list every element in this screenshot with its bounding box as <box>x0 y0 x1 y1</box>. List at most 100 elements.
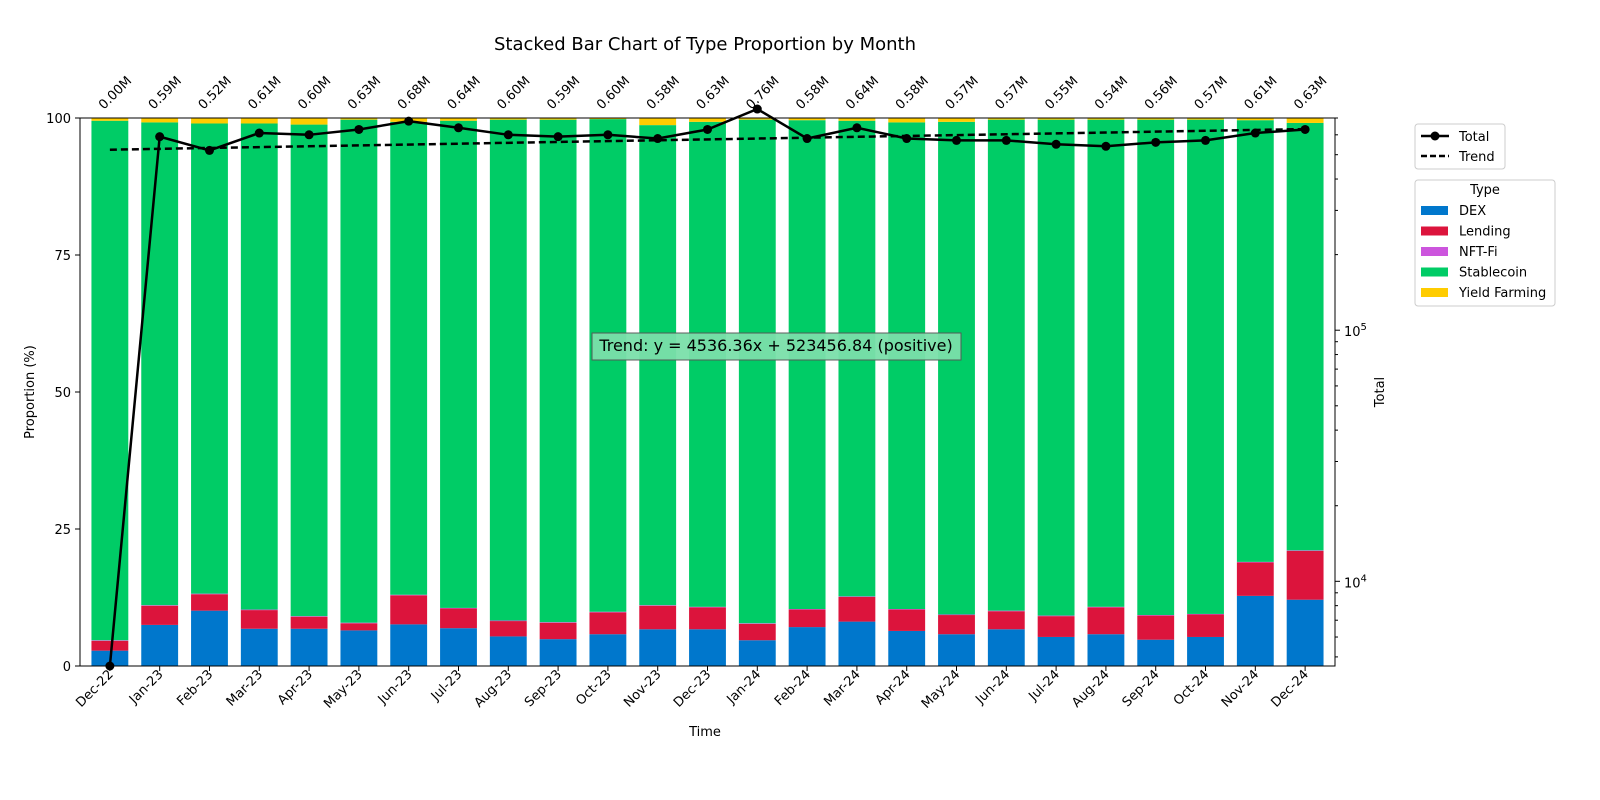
bar-dex-aug-24 <box>1087 634 1125 666</box>
bar-lending-oct-23 <box>589 612 627 635</box>
legend-label-lending: Lending <box>1459 225 1511 240</box>
x-tick-label: Sep-23 <box>522 667 565 710</box>
x-tick-label: Jul-24 <box>1026 667 1063 704</box>
bar-dex-feb-24 <box>788 627 826 666</box>
bar-lending-dec-24 <box>1286 550 1324 600</box>
total-label: 0.68M <box>395 74 434 113</box>
bar-yield-farming-jul-24 <box>1037 118 1075 120</box>
total-point-oct-23 <box>603 130 613 140</box>
y-tick-label: 75 <box>54 249 71 264</box>
total-point-jun-24 <box>1001 135 1011 145</box>
bar-stablecoin-feb-23 <box>191 123 228 594</box>
bar-yield-farming-jan-24 <box>738 118 776 120</box>
bar-lending-sep-24 <box>1137 615 1175 640</box>
bar-lending-may-24 <box>938 615 975 635</box>
bar-nft-fi-dec-22 <box>91 640 129 641</box>
type-legend: Type DEX Lending NFT-Fi Stablecoin Yield Far… <box>1414 179 1556 307</box>
bar-lending-feb-24 <box>788 609 826 628</box>
total-point-mar-24 <box>852 123 862 133</box>
annotation-box <box>591 332 962 361</box>
total-label: 0.58M <box>893 74 932 113</box>
bar-dex-nov-23 <box>639 629 677 666</box>
bar-yield-farming-apr-24 <box>888 118 926 123</box>
total-point-jul-24 <box>1051 139 1061 149</box>
bar-yield-farming-mar-23 <box>240 118 278 124</box>
trend-layer <box>109 127 1306 151</box>
bar-nft-fi-apr-24 <box>888 609 926 610</box>
bar-nft-fi-aug-23 <box>489 620 527 622</box>
bar-nft-fi-may-23 <box>340 622 378 624</box>
total-label: 0.63M <box>694 74 733 113</box>
total-label: 0.56M <box>1142 74 1181 113</box>
legend-swatch-dex <box>1421 206 1448 215</box>
bar-stablecoin-jan-24 <box>738 119 776 624</box>
legend-swatch-nft-fi <box>1421 247 1448 256</box>
total-point-oct-24 <box>1201 135 1211 145</box>
bar-yield-farming-jun-24 <box>987 118 1025 120</box>
bar-stablecoin-sep-23 <box>539 119 577 623</box>
bar-yield-farming-apr-23 <box>290 118 328 125</box>
total-point-jun-23 <box>404 116 414 126</box>
trend-line <box>109 127 1306 151</box>
total-point-mar-23 <box>254 128 264 138</box>
bar-dex-jul-24 <box>1037 636 1075 666</box>
bar-dex-jul-23 <box>440 628 477 666</box>
y2-tick-label: 105 <box>1344 322 1367 340</box>
bar-dex-dec-23 <box>689 629 726 666</box>
plot-frame <box>79 117 1336 667</box>
bar-dex-apr-24 <box>888 630 926 666</box>
bar-nft-fi-may-24 <box>938 614 975 616</box>
total-label: 0.61M <box>1242 74 1281 113</box>
legend-swatch-stablecoin <box>1421 267 1448 277</box>
bar-yield-farming-oct-23 <box>589 118 627 120</box>
type-legend-frame <box>1414 179 1556 307</box>
bar-lending-may-23 <box>340 623 378 631</box>
legend-items: DEX Lending NFT-Fi Stablecoin Yield Farming <box>1421 204 1546 301</box>
bar-yield-farming-jan-23 <box>141 118 179 123</box>
x-tick-label: Jun-24 <box>972 667 1013 708</box>
bar-nft-fi-feb-23 <box>191 593 228 595</box>
x-tick-label: Feb-23 <box>174 667 216 709</box>
x-tick-label: Sep-24 <box>1120 667 1163 710</box>
bar-yield-farming-nov-23 <box>639 118 677 126</box>
bar-stablecoin-oct-24 <box>1187 119 1224 614</box>
total-label: 0.58M <box>644 74 683 113</box>
total-label: 0.63M <box>345 74 384 113</box>
total-point-nov-23 <box>653 134 663 144</box>
bar-nft-fi-aug-24 <box>1087 606 1125 608</box>
bar-stablecoin-dec-23 <box>689 121 726 607</box>
bar-lending-dec-23 <box>689 607 726 630</box>
bar-lending-jan-24 <box>738 623 776 641</box>
x-tick-label: Feb-24 <box>772 667 814 709</box>
bar-stablecoin-sep-24 <box>1137 119 1175 616</box>
y2-axis-label: Total <box>1373 377 1388 408</box>
total-point-may-24 <box>952 135 962 145</box>
bar-stablecoin-aug-23 <box>489 119 527 621</box>
x-tick-label: Dec-24 <box>1269 667 1312 710</box>
bar-yield-farming-jul-23 <box>440 118 477 121</box>
trend-annotation: Trend: y = 4536.36x + 523456.84 (positiv… <box>591 332 962 361</box>
y-tick-label: 50 <box>54 386 71 401</box>
bar-stablecoin-jul-24 <box>1037 119 1075 616</box>
bar-stablecoin-jun-24 <box>987 119 1025 611</box>
total-label: 0.76M <box>744 74 783 113</box>
bar-yield-farming-may-24 <box>938 118 975 122</box>
x-axis-label: Time <box>688 725 721 740</box>
bar-stablecoin-feb-24 <box>788 120 826 610</box>
legend-label-dex: DEX <box>1459 204 1486 219</box>
x-tick-label: Dec-23 <box>671 667 714 710</box>
bar-lending-jul-23 <box>440 608 477 629</box>
bar-nft-fi-dec-24 <box>1286 550 1324 551</box>
bar-stablecoin-jan-23 <box>141 122 179 606</box>
line-legend: Total Trend <box>1414 123 1506 170</box>
bar-yield-farming-dec-22 <box>91 118 129 121</box>
bar-stablecoin-apr-24 <box>888 122 926 609</box>
bar-lending-mar-24 <box>838 596 876 622</box>
bar-nft-fi-jul-24 <box>1037 615 1075 617</box>
total-label: 0.52M <box>196 74 235 113</box>
legend-total-marker <box>1430 131 1440 141</box>
bar-dex-jan-24 <box>738 640 776 666</box>
x-tick-label: Aug-24 <box>1069 667 1113 711</box>
bar-dex-jun-23 <box>390 624 428 666</box>
